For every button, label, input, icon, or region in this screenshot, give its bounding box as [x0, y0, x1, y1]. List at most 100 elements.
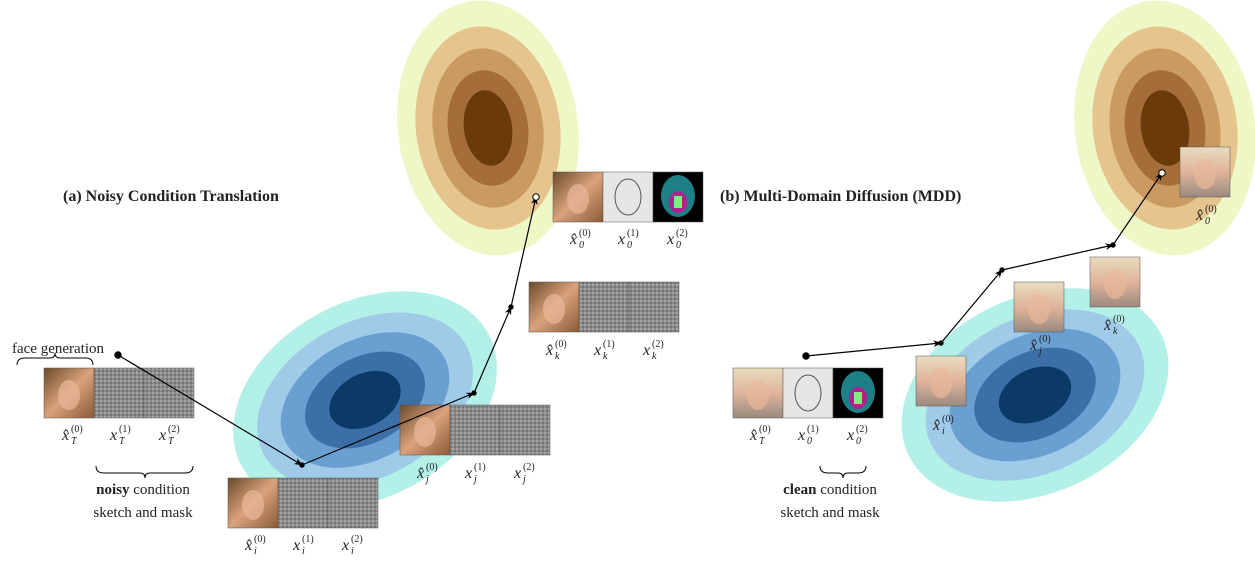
- math-base: x̂: [545, 342, 553, 359]
- math-sup: (0): [579, 228, 591, 239]
- math-base: x: [666, 231, 674, 248]
- face: [1194, 159, 1216, 189]
- math-sup: (2): [676, 228, 688, 239]
- image: [579, 282, 629, 332]
- arrow: [806, 343, 941, 356]
- face: [1104, 269, 1126, 299]
- math-base: x: [158, 427, 166, 444]
- math-base: x: [846, 427, 854, 444]
- point: [803, 353, 809, 359]
- math-sup: (0): [1205, 204, 1217, 215]
- math-base: x: [593, 342, 601, 359]
- caption-bold: noisy: [96, 482, 130, 498]
- math-sup: (2): [168, 424, 180, 435]
- math-sub: 0: [676, 240, 681, 251]
- image: [629, 282, 679, 332]
- mask-region: [674, 196, 682, 208]
- math-base: x: [341, 537, 349, 554]
- math-sup: (0): [71, 424, 83, 435]
- math-base: x̂: [61, 427, 69, 444]
- math-sup: (0): [555, 339, 567, 350]
- panel-title: (a) Noisy Condition Translation: [63, 188, 279, 205]
- point: [115, 352, 121, 358]
- face: [414, 417, 436, 447]
- point: [300, 463, 304, 467]
- math-sup: (0): [759, 424, 771, 435]
- math-sub: i: [942, 426, 945, 437]
- math-base: x̂: [1029, 337, 1037, 354]
- math-sup: (2): [856, 424, 868, 435]
- point: [533, 194, 539, 200]
- math-base: x: [464, 465, 472, 482]
- caption: noisy condition: [96, 482, 190, 498]
- math-sub: T: [759, 436, 766, 447]
- point: [509, 305, 513, 309]
- image: [278, 478, 328, 528]
- math-sub: i: [302, 546, 305, 557]
- math-sup: (2): [652, 339, 664, 350]
- math-sup: (0): [1113, 314, 1125, 325]
- figure: (a) Noisy Condition Translation (b) Mult…: [0, 0, 1255, 564]
- point: [1000, 268, 1004, 272]
- math-sub: 0: [579, 240, 584, 251]
- caption-bold: clean: [783, 482, 817, 498]
- math-sup: (1): [302, 534, 314, 545]
- math-base: x̂: [569, 231, 577, 248]
- caption-text: condition: [820, 482, 877, 498]
- caption: clean condition: [783, 482, 877, 498]
- annotation: face generation: [12, 341, 105, 357]
- math-base: x̂: [749, 427, 757, 444]
- image: [94, 368, 144, 418]
- math-base: x: [642, 342, 650, 359]
- point: [939, 341, 943, 345]
- point: [472, 391, 476, 395]
- face: [1028, 294, 1050, 324]
- image: [450, 405, 500, 455]
- math-sub: k: [1113, 326, 1118, 337]
- caption: sketch and mask: [780, 505, 880, 521]
- math-sub: k: [603, 351, 608, 362]
- math-base: x: [109, 427, 117, 444]
- caption-text: condition: [133, 482, 190, 498]
- math-base: x: [797, 427, 805, 444]
- math-sub: i: [254, 546, 257, 557]
- math-sub: j: [472, 474, 477, 485]
- face: [543, 294, 565, 324]
- math-sub: 0: [807, 436, 812, 447]
- math-base: x̂: [1195, 207, 1203, 224]
- image: [328, 478, 378, 528]
- math-sup: (0): [1039, 334, 1051, 345]
- panel-title: (b) Multi-Domain Diffusion (MDD): [720, 188, 961, 205]
- math-sup: (0): [254, 534, 266, 545]
- math-sup: (2): [351, 534, 363, 545]
- math-base: x̂: [1103, 317, 1111, 334]
- math-base: x̂: [416, 465, 424, 482]
- image: [500, 405, 550, 455]
- mask-region: [854, 392, 862, 404]
- math-sub: T: [71, 436, 78, 447]
- math-sub: k: [555, 351, 560, 362]
- math-sup: (2): [523, 462, 535, 473]
- math-sub: 0: [627, 240, 632, 251]
- math-base: x̂: [244, 537, 252, 554]
- math-sup: (1): [119, 424, 131, 435]
- math-sub: j: [521, 474, 526, 485]
- math-sub: i: [351, 546, 354, 557]
- caption: sketch and mask: [93, 505, 193, 521]
- math-sup: (1): [474, 462, 486, 473]
- math-sub: 0: [856, 436, 861, 447]
- face: [747, 380, 769, 410]
- math-sup: (1): [627, 228, 639, 239]
- face: [567, 184, 589, 214]
- math-sub: T: [119, 436, 126, 447]
- math-sub: k: [652, 351, 657, 362]
- face: [58, 380, 80, 410]
- point: [1111, 243, 1115, 247]
- face: [930, 368, 952, 398]
- math-sub: 0: [1205, 216, 1210, 227]
- math-base: x: [292, 537, 300, 554]
- math-sup: (1): [807, 424, 819, 435]
- point: [1159, 170, 1165, 176]
- math-base: x̂: [932, 417, 940, 434]
- math-sup: (0): [426, 462, 438, 473]
